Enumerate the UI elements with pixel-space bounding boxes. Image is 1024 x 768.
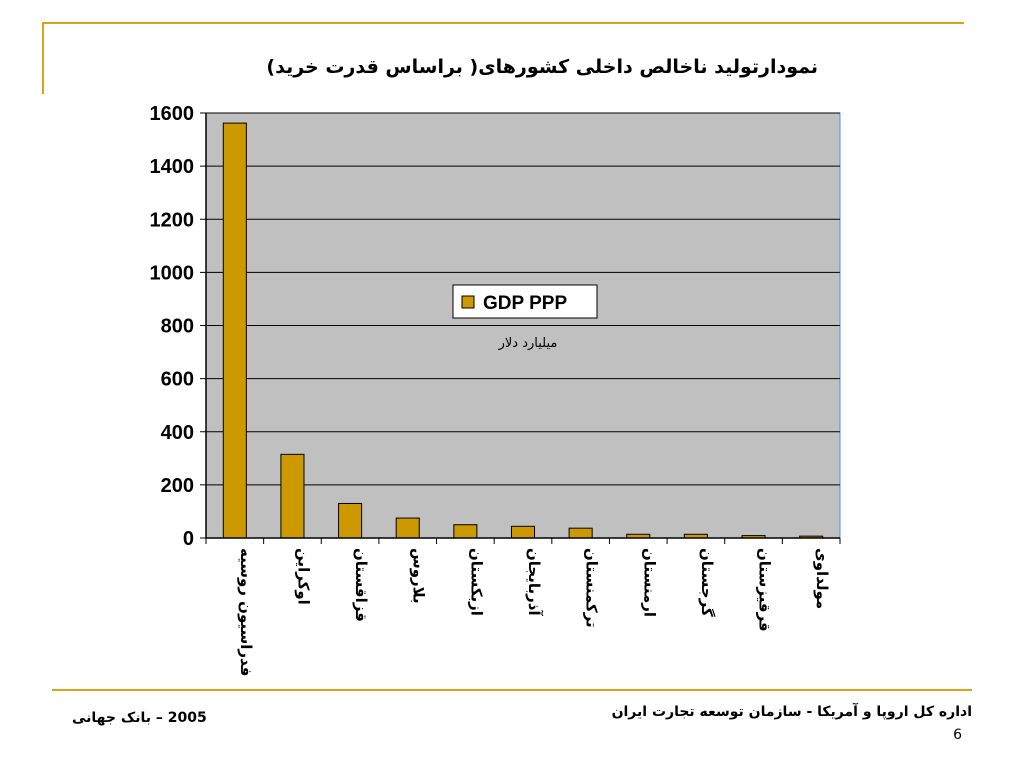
bar	[222, 122, 247, 539]
y-tick-label: 400	[161, 422, 194, 444]
y-tick-label: 1000	[150, 262, 195, 284]
y-tick-label: 800	[161, 316, 194, 338]
legend-box	[452, 284, 598, 319]
bottom-rule	[52, 689, 972, 691]
y-tick-label: 1400	[150, 156, 195, 178]
y-tick-label: 200	[161, 475, 194, 497]
x-tick-label: ارمنستان	[640, 548, 658, 617]
gdp-bar-chart: 0 200 400 600 800 1000 1200 1400 1600 فدراسیون ر…	[150, 103, 841, 677]
footer-source: 2005 – بانک جهانی	[72, 710, 207, 726]
chart-title: نمودارتولید ناخالص داخلی کشورهای( براساس…	[266, 56, 818, 78]
x-tick-label: قزاقستان	[352, 548, 370, 622]
y-tick-label: 600	[161, 369, 194, 391]
x-tick-label: مولداوی	[813, 548, 831, 609]
x-tick-label: قرقیزستان	[756, 548, 774, 632]
x-tick-label: بلاروس	[410, 548, 428, 604]
x-tick-label: ازبکستان	[467, 548, 485, 616]
legend: GDP PPP	[452, 284, 598, 319]
bar	[338, 502, 363, 539]
bar	[280, 453, 305, 539]
y-tick-label: 1200	[150, 209, 195, 231]
x-tick-label: ترکمنستان	[583, 548, 601, 628]
bar	[568, 527, 593, 539]
y-tick-label: 0	[183, 528, 194, 550]
y-tick-label: 1600	[150, 103, 195, 125]
legend-label: GDP PPP	[483, 293, 567, 314]
bar	[510, 525, 536, 539]
bar	[453, 524, 478, 539]
footer-organization: اداره کل اروپا و آمریکا - سازمان توسعه ت…	[611, 704, 972, 720]
x-tick-label: آذربایجان	[525, 548, 543, 616]
unit-note: میلیارد دلار	[498, 336, 558, 351]
bar	[395, 517, 420, 539]
x-tick-label: فدراسیون روسیه	[237, 548, 255, 677]
x-tick-label: گرجستان	[698, 548, 716, 617]
left-rule	[42, 22, 44, 94]
slide-number: 6	[953, 727, 962, 743]
top-rule	[42, 22, 964, 24]
legend-swatch	[461, 295, 475, 309]
x-tick-label: اوکراین	[294, 548, 312, 605]
